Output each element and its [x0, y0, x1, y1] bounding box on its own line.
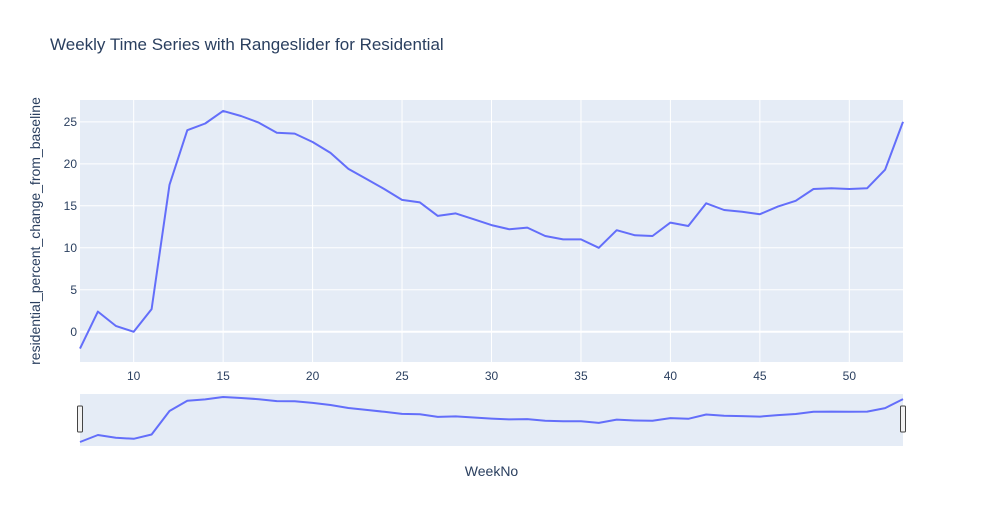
y-tick-label: 25: [64, 115, 78, 129]
x-tick-label: 50: [843, 369, 857, 383]
y-tick-label: 0: [70, 325, 77, 339]
x-tick-label: 30: [485, 369, 499, 383]
x-gridlines: [133, 100, 850, 362]
rangeslider-background[interactable]: [80, 394, 903, 446]
x-tick-label: 40: [664, 369, 678, 383]
y-tick-label: 10: [64, 241, 78, 255]
x-tick-label: 45: [753, 369, 767, 383]
y-tick-label: 15: [64, 199, 78, 213]
main-series-group: [79, 109, 904, 350]
rangeslider-left-handle[interactable]: [77, 405, 83, 433]
y-gridlines: [80, 121, 903, 333]
x-tick-label: 15: [216, 369, 230, 383]
y-tick-label: 5: [70, 283, 77, 297]
x-tick-label: 20: [306, 369, 320, 383]
rangeslider-series-group: [79, 396, 904, 443]
x-tick-label: 25: [395, 369, 409, 383]
y-axis-title: residential_percent_change_from_baseline: [27, 97, 43, 365]
chart-title: Weekly Time Series with Rangeslider for …: [50, 35, 444, 54]
x-axis-title: WeekNo: [465, 463, 519, 479]
x-tick-labels: 10 15 20 25 30 35 40 45 50: [127, 369, 856, 383]
y-tick-label: 20: [64, 157, 78, 171]
rangeslider-right-handle[interactable]: [900, 405, 906, 433]
rangeslider-series-line: [79, 396, 904, 443]
x-tick-label: 35: [574, 369, 588, 383]
x-tick-label: 10: [127, 369, 141, 383]
y-tick-labels: 0 5 10 15 20 25: [64, 115, 78, 339]
series-line: [79, 109, 904, 350]
